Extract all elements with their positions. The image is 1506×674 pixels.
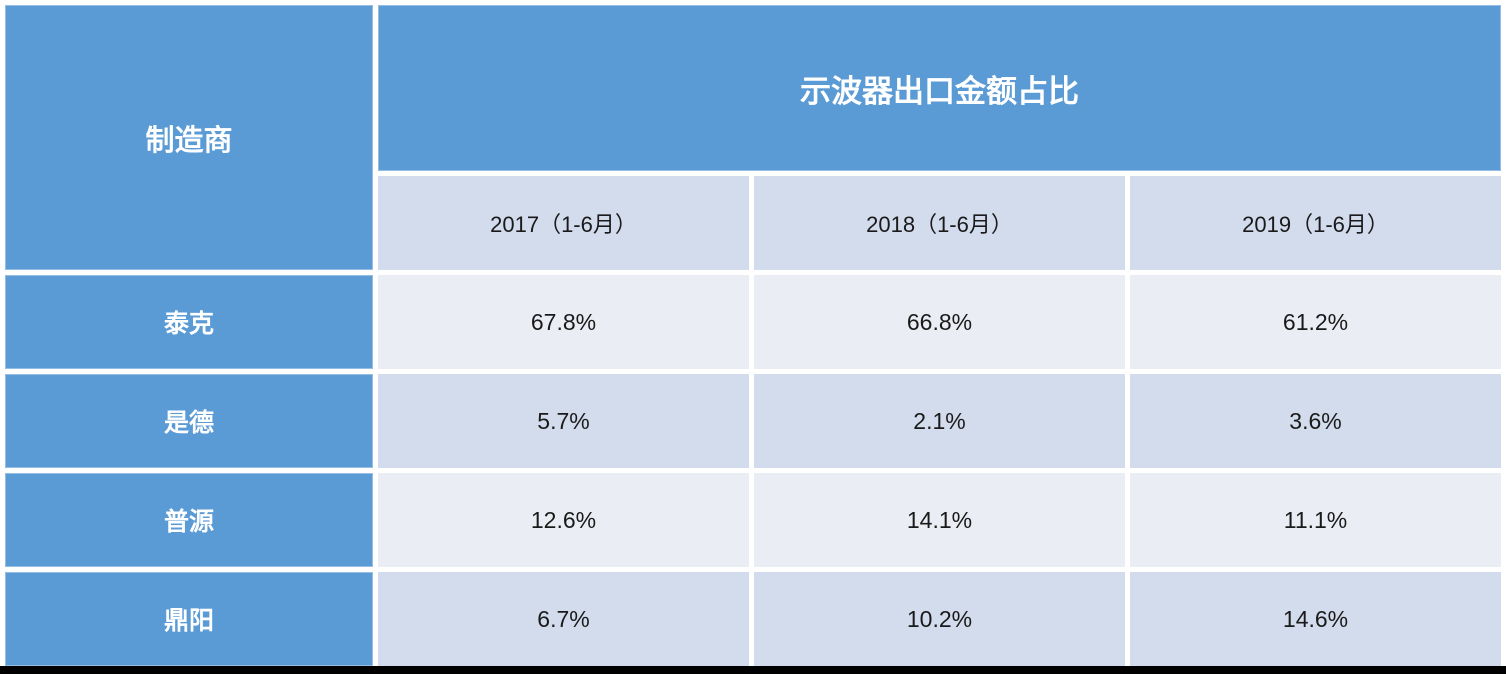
- value-cell: 14.6%: [1130, 572, 1502, 666]
- row-label-taike: 泰克: [5, 275, 373, 369]
- column-header-2017: 2017（1-6月）: [378, 176, 749, 270]
- column-header-2018: 2018（1-6月）: [754, 176, 1125, 270]
- value-cell: 2.1%: [754, 374, 1125, 468]
- value-cell: 12.6%: [378, 473, 749, 567]
- value-cell: 14.1%: [754, 473, 1125, 567]
- column-header-2019: 2019（1-6月）: [1130, 176, 1502, 270]
- row-label-dingyang: 鼎阳: [5, 572, 373, 666]
- value-cell: 5.7%: [378, 374, 749, 468]
- value-cell: 3.6%: [1130, 374, 1502, 468]
- value-cell: 67.8%: [378, 275, 749, 369]
- table-row: 是德 5.7% 2.1% 3.6%: [5, 374, 1502, 468]
- table-row: 泰克 67.8% 66.8% 61.2%: [5, 275, 1502, 369]
- value-cell: 10.2%: [754, 572, 1125, 666]
- table-title: 示波器出口金额占比: [378, 5, 1502, 171]
- header-period-row: 2017（1-6月） 2018（1-6月） 2019（1-6月）: [5, 176, 1502, 270]
- value-cell: 61.2%: [1130, 275, 1502, 369]
- table-row: 鼎阳 6.7% 10.2% 14.6%: [5, 572, 1502, 666]
- bottom-border-bar: [0, 666, 1506, 674]
- row-label-puyuan: 普源: [5, 473, 373, 567]
- table-row: 普源 12.6% 14.1% 11.1%: [5, 473, 1502, 567]
- header-title-row: 制造商 示波器出口金额占比: [5, 5, 1502, 270]
- row-label-shide: 是德: [5, 374, 373, 468]
- corner-header-manufacturer: 制造商: [5, 5, 373, 270]
- value-cell: 6.7%: [378, 572, 749, 666]
- value-cell: 11.1%: [1130, 473, 1502, 567]
- value-cell: 66.8%: [754, 275, 1125, 369]
